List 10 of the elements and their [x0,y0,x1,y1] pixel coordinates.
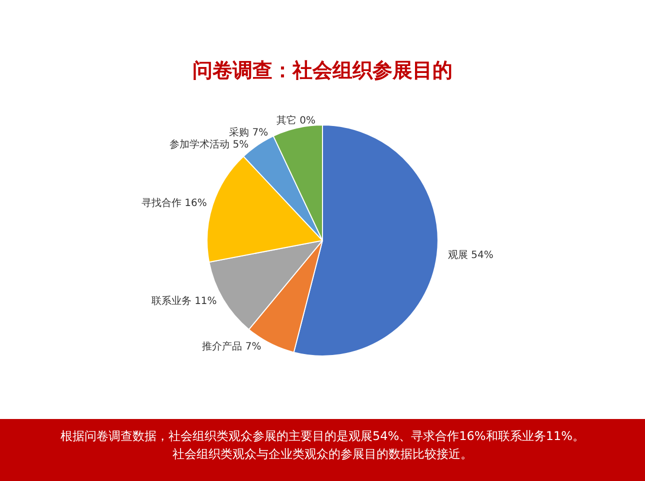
slice-label: 采购 7% [229,126,268,139]
text: 社会组织类观众与企业类观众的参展目的数据比较接近。 [172,447,472,461]
category-label: 其它 0% [276,116,316,127]
slice-label: 联系业务 11% [151,294,217,307]
slice-label: 寻找合作 16% [141,197,207,210]
slice-label: 推介产品 7% [202,340,262,352]
slice-label: 观展 54% [448,250,494,261]
slice-label: 参加学术活动 5% [170,138,249,151]
chart-title: 问卷调查：社会组织参展目的 [192,58,452,82]
text: 根据问卷调查数据，社会组织类观众参展的主要目的是观展54%、寻求合作16%和联系业务11%。 [60,429,585,443]
